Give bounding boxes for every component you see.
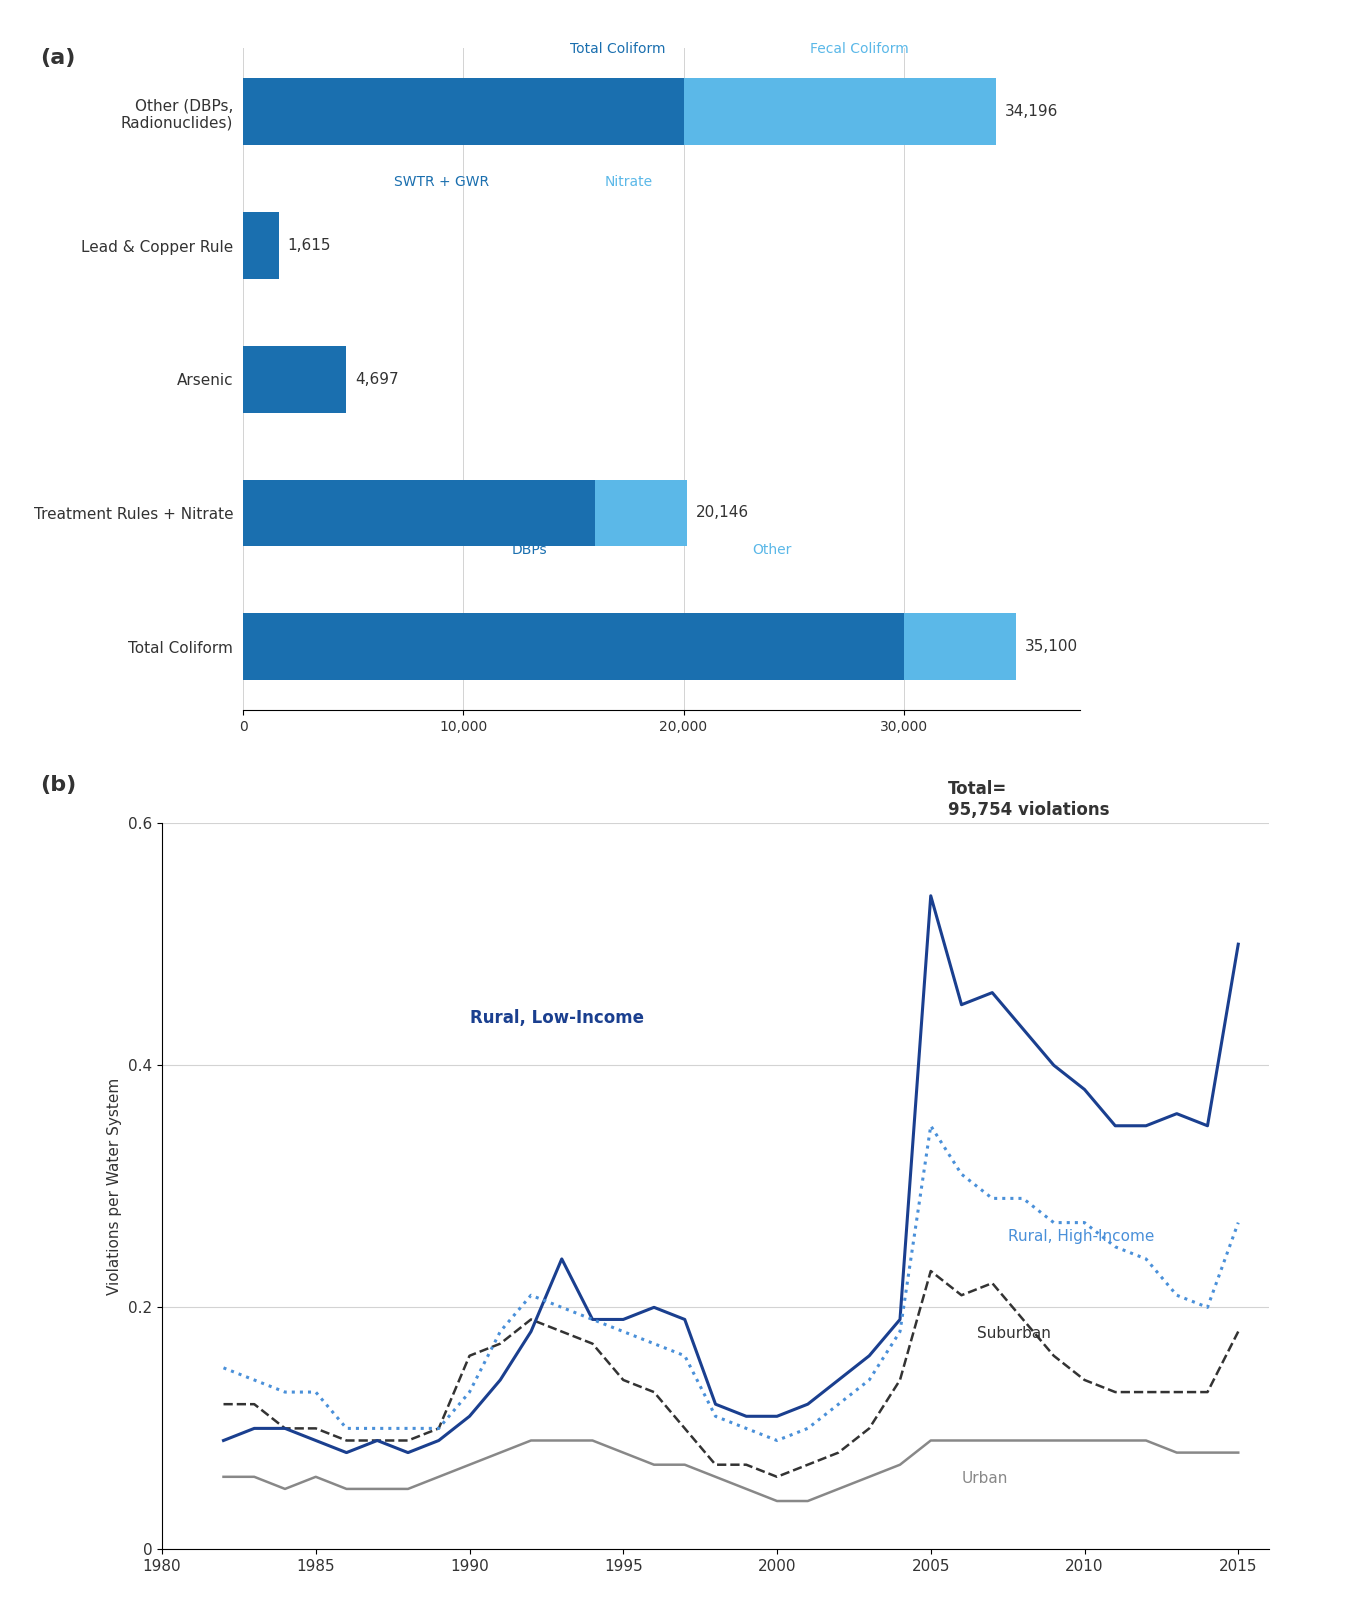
Text: 34,196: 34,196	[1004, 105, 1058, 119]
Text: (a): (a)	[40, 48, 76, 68]
Text: (b): (b)	[40, 775, 77, 794]
Bar	[243, 479, 595, 547]
Bar	[243, 345, 347, 413]
Bar	[595, 479, 687, 547]
Text: 35,100: 35,100	[1025, 639, 1079, 654]
Text: Rural, High-Income: Rural, High-Income	[1007, 1228, 1154, 1244]
Bar	[243, 613, 903, 679]
Bar	[903, 613, 1017, 679]
Text: Suburban: Suburban	[977, 1325, 1050, 1341]
Bar	[243, 79, 683, 145]
Text: Rural, Low-Income: Rural, Low-Income	[470, 1009, 644, 1027]
Text: Nitrate: Nitrate	[605, 176, 652, 189]
Text: Total=
95,754 violations: Total= 95,754 violations	[948, 780, 1110, 820]
Text: DBPs: DBPs	[512, 542, 547, 557]
Y-axis label: Violations per Water System: Violations per Water System	[108, 1078, 123, 1294]
Text: 4,697: 4,697	[355, 371, 398, 387]
Bar	[243, 211, 278, 279]
Bar	[683, 79, 996, 145]
Text: Fecal Coliform: Fecal Coliform	[810, 42, 909, 56]
Text: SWTR + GWR: SWTR + GWR	[394, 176, 489, 189]
Text: Total Coliform: Total Coliform	[570, 42, 666, 56]
Text: Urban: Urban	[961, 1470, 1008, 1486]
Text: 1,615: 1,615	[288, 239, 331, 253]
Text: Other: Other	[752, 542, 791, 557]
Text: 20,146: 20,146	[695, 505, 749, 520]
